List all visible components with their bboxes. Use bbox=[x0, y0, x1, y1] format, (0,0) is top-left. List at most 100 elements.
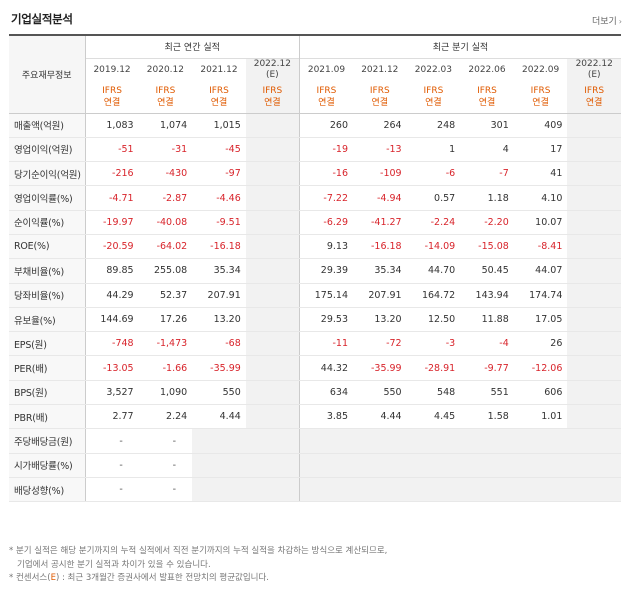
period-header: 2022.09 bbox=[513, 57, 568, 81]
table-cell: 174.74 bbox=[513, 283, 568, 308]
table-cell bbox=[298, 453, 353, 478]
table-cell: -51 bbox=[84, 137, 139, 163]
table-cell bbox=[567, 380, 621, 406]
table-row: 주당배당금(원) - - bbox=[9, 428, 621, 454]
table-cell: 1,083 bbox=[84, 113, 139, 138]
ifrs-label: IFRS bbox=[262, 85, 283, 96]
table-cell: -216 bbox=[84, 161, 139, 187]
period-label: 2022.12 bbox=[253, 58, 291, 69]
table-cell bbox=[513, 453, 568, 478]
row-label: EPS(원) bbox=[9, 331, 85, 357]
table-cell: 44.70 bbox=[406, 258, 461, 284]
table-cell: 44.07 bbox=[513, 258, 568, 284]
row-label: 배당성향(%) bbox=[9, 477, 85, 503]
table-cell: -72 bbox=[353, 331, 407, 357]
table-cell: 144.69 bbox=[84, 307, 139, 333]
ifrs-badge: IFRS 연결 bbox=[298, 81, 353, 114]
table-cell bbox=[567, 404, 621, 430]
table-row: BPS(원) 3,527 1,090 550 634 550 548 551 606 bbox=[9, 380, 621, 406]
table-cell bbox=[192, 428, 246, 454]
table-cell: - bbox=[138, 428, 193, 454]
table-cell: - bbox=[138, 453, 193, 478]
table-cell: -6 bbox=[406, 161, 461, 187]
table-cell: -14.09 bbox=[406, 234, 461, 260]
table-cell: 143.94 bbox=[460, 283, 514, 308]
table-cell: 207.91 bbox=[192, 283, 246, 308]
table-cell: 164.72 bbox=[406, 283, 461, 308]
table-cell: 50.45 bbox=[460, 258, 514, 284]
table-cell: -11 bbox=[298, 331, 353, 357]
row-label: 당좌비율(%) bbox=[9, 283, 85, 308]
table-cell bbox=[567, 355, 621, 381]
row-label: 시가배당률(%) bbox=[9, 453, 85, 478]
ifrs-label: IFRS bbox=[316, 85, 337, 96]
ifrs-badge: IFRS 연결 bbox=[192, 81, 246, 114]
table-cell bbox=[245, 234, 300, 260]
table-cell: -12.06 bbox=[513, 355, 568, 381]
more-link[interactable]: 더보기 › bbox=[592, 14, 622, 27]
table-cell: -28.91 bbox=[406, 355, 461, 381]
table-cell: 29.53 bbox=[298, 307, 353, 333]
table-cell: 1.18 bbox=[460, 185, 514, 211]
period-label: 2022.06 bbox=[468, 64, 506, 75]
consolidated-label: 연결 bbox=[585, 97, 603, 108]
row-label: 영업이익(억원) bbox=[9, 137, 85, 163]
table-cell: -8.41 bbox=[513, 234, 568, 260]
ifrs-badge: IFRS 연결 bbox=[460, 81, 514, 114]
row-label: 주당배당금(원) bbox=[9, 428, 85, 454]
table-cell bbox=[406, 477, 461, 503]
table-cell bbox=[353, 428, 407, 454]
table-cell: 3,527 bbox=[84, 380, 139, 406]
ifrs-label: IFRS bbox=[584, 85, 605, 96]
table-cell: 17.05 bbox=[513, 307, 568, 333]
table-cell bbox=[460, 428, 514, 454]
consolidated-label: 연결 bbox=[157, 97, 174, 108]
table-cell: 1.01 bbox=[513, 404, 568, 430]
table-cell bbox=[567, 210, 621, 235]
table-row: 당기순이익(억원) -216 -430 -97 -16 -109 -6 -7 41 bbox=[9, 161, 621, 187]
table-cell bbox=[353, 453, 407, 478]
table-cell: - bbox=[138, 477, 193, 503]
table-row: 유보율(%) 144.69 17.26 13.20 29.53 13.20 12.50 11.… bbox=[9, 307, 621, 333]
table-row: 당좌비율(%) 44.29 52.37 207.91 175.14 207.91 164.7… bbox=[9, 283, 621, 308]
table-cell bbox=[298, 428, 353, 454]
table-cell bbox=[567, 477, 621, 503]
table-cell: 44.29 bbox=[84, 283, 139, 308]
table-cell bbox=[567, 331, 621, 357]
table-cell: 35.34 bbox=[192, 258, 246, 284]
footnotes: * 분기 실적은 해당 분기까지의 누적 실적에서 직전 분기까지의 누적 실적… bbox=[9, 545, 629, 586]
table-cell: -9.77 bbox=[460, 355, 514, 381]
table-cell bbox=[567, 185, 621, 211]
table-row: 매출액(억원) 1,083 1,074 1,015 260 264 248 301 409 bbox=[9, 113, 621, 138]
table-row: PBR(배) 2.77 2.24 4.44 3.85 4.44 4.45 1.58 1.01 bbox=[9, 404, 621, 430]
table-cell bbox=[192, 453, 246, 478]
period-header: 2020.12 bbox=[138, 57, 193, 81]
table-cell bbox=[406, 453, 461, 478]
row-label: PBR(배) bbox=[9, 404, 85, 430]
estimate-marker: E bbox=[50, 573, 56, 583]
row-label: 당기순이익(억원) bbox=[9, 161, 85, 187]
table-cell bbox=[245, 258, 300, 284]
table-cell bbox=[567, 113, 621, 138]
table-cell: 41 bbox=[513, 161, 568, 187]
table-row: 부채비율(%) 89.85 255.08 35.34 29.39 35.34 44.70 50… bbox=[9, 258, 621, 284]
label-column-header: 주요재무정보 bbox=[9, 34, 85, 114]
table-cell bbox=[245, 331, 300, 357]
table-row: 영업이익(억원) -51 -31 -45 -19 -13 1 4 17 bbox=[9, 137, 621, 163]
table-cell bbox=[567, 137, 621, 163]
table-cell: 606 bbox=[513, 380, 568, 406]
footnote-text: * 컨센서스( bbox=[9, 573, 51, 583]
table-cell: -13.05 bbox=[84, 355, 139, 381]
table-cell: 17 bbox=[513, 137, 568, 163]
table-cell: 13.20 bbox=[353, 307, 407, 333]
row-label: 매출액(억원) bbox=[9, 113, 85, 138]
ifrs-label: IFRS bbox=[209, 85, 229, 96]
consolidated-label: 연결 bbox=[532, 97, 549, 108]
table-cell: - bbox=[84, 477, 139, 503]
period-label: 2019.12 bbox=[93, 64, 131, 75]
table-cell: 3.85 bbox=[298, 404, 353, 430]
table-cell: 35.34 bbox=[353, 258, 407, 284]
footnote-line: 기업에서 공시한 분기 실적과 차이가 있을 수 있습니다. bbox=[17, 559, 211, 570]
table-cell: 12.50 bbox=[406, 307, 461, 333]
estimate-marker: (E) bbox=[265, 69, 279, 80]
